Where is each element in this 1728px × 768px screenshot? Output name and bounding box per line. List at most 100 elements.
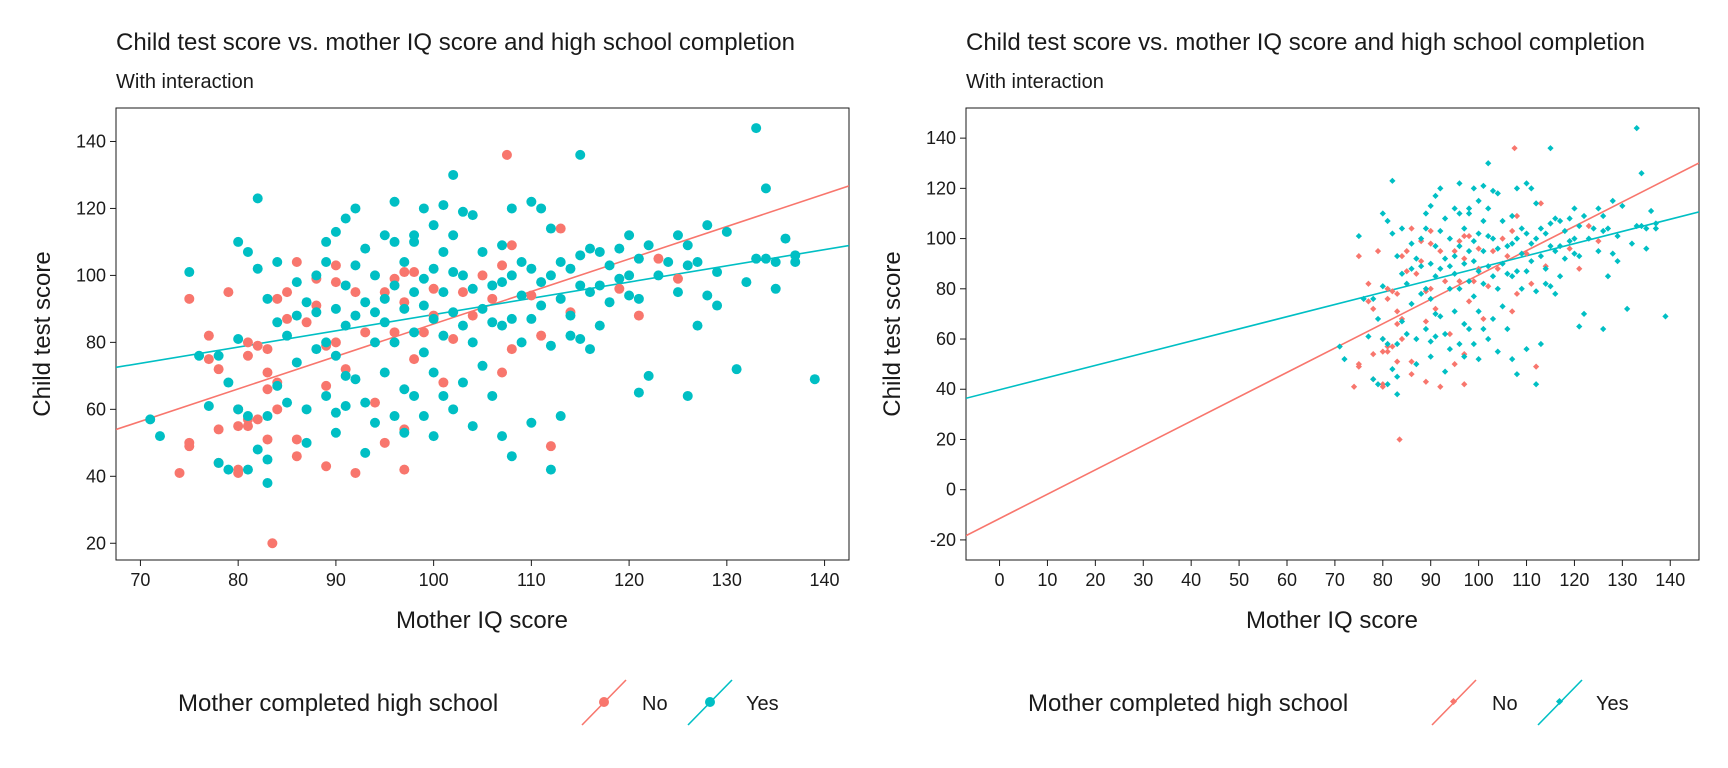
legend: Mother completed high school No Yes [1028,679,1629,726]
data-point-yes [1566,237,1573,245]
data-point-yes [712,300,723,311]
data-point-yes [1600,212,1607,220]
x-tick-label: 60 [1277,570,1297,590]
data-point-yes [1595,205,1602,212]
data-point-yes [1475,230,1482,237]
data-point-yes [1552,290,1559,297]
x-tick-label: 120 [614,570,644,590]
data-point-yes [1427,295,1434,302]
data-point-yes [409,327,420,338]
data-point-yes [1609,250,1616,257]
data-point-no [1470,278,1477,285]
data-point-yes [448,404,459,415]
data-point-yes [428,431,439,442]
y-tick-label: 140 [76,131,106,151]
data-point-yes [624,270,635,281]
data-point-yes [1408,240,1415,247]
data-point-yes [1547,145,1554,152]
data-point-yes [1456,210,1463,217]
x-tick-label: 70 [130,570,150,590]
data-point-yes [252,193,263,204]
data-point-yes [1595,248,1602,255]
data-point-yes [809,374,820,385]
data-point-yes [1552,248,1559,255]
data-point-yes [1418,263,1425,270]
data-point-yes [1523,230,1530,237]
data-point-yes [1489,315,1497,323]
data-point-no [184,293,195,304]
data-point-no [418,327,429,338]
data-point-yes [1470,258,1477,265]
data-point-yes [1532,288,1540,295]
data-point-no [1350,383,1358,390]
data-point-yes [1461,353,1468,360]
data-point-yes [272,257,283,268]
data-point-yes [203,400,214,411]
data-point-yes [1509,212,1516,220]
data-point-no [653,253,664,264]
data-point-yes [438,246,449,257]
data-point-yes [1523,180,1530,187]
data-point-yes [1461,225,1468,232]
data-point-no [497,367,508,378]
data-point-no [399,464,410,475]
chart-title: Child test score vs. mother IQ score and… [966,29,1645,56]
data-point-yes [1384,381,1391,388]
legend-key-yes [687,679,733,726]
data-point-no [1456,237,1463,245]
data-point-no [233,421,244,432]
data-point-yes [1427,260,1434,267]
data-point-yes [1370,376,1377,383]
data-point-yes [770,283,781,294]
data-point-no [291,451,302,462]
x-tick-label: 100 [419,570,449,590]
data-point-no [330,337,341,348]
data-point-yes [1432,273,1439,280]
data-point-no [1494,265,1501,272]
data-point-yes [330,407,341,418]
data-point-yes [604,297,615,308]
data-point-yes [409,230,420,241]
legend-title: Mother completed high school [178,690,498,717]
data-point-no [174,467,185,478]
legend-title: Mother completed high school [1028,690,1348,717]
data-point-no [1379,348,1386,355]
data-point-yes [1513,235,1521,242]
x-tick-label: 80 [1373,570,1393,590]
data-point-no [1511,145,1518,152]
data-point-yes [252,444,263,455]
data-point-yes [575,280,586,291]
data-points [145,123,820,549]
data-point-no [428,283,439,294]
data-point-yes [1499,260,1506,267]
data-point-no [1585,222,1592,230]
data-point-no [1461,232,1468,240]
data-point-yes [614,243,625,254]
data-point-no [1509,308,1516,315]
data-point-yes [1451,253,1458,260]
data-point-yes [389,337,400,348]
data-point-yes [1441,330,1449,338]
data-point-yes [1509,240,1516,247]
data-point-yes [233,236,244,247]
data-point-yes [1341,355,1348,363]
data-point-yes [1427,202,1434,210]
data-point-yes [633,293,644,304]
data-point-yes [780,233,791,244]
data-point-no [1528,280,1535,287]
data-point-yes [389,196,400,207]
data-point-no [213,424,224,435]
legend-label-yes: Yes [1596,693,1629,715]
data-point-yes [340,213,351,224]
data-point-yes [653,270,664,281]
data-point-no [1465,232,1473,240]
data-point-yes [614,273,625,284]
data-point-no [1408,371,1415,378]
data-point-no [1576,265,1583,272]
data-point-no [1396,436,1403,443]
data-point-yes [428,263,439,274]
data-point-yes [321,257,332,268]
data-point-yes [1437,185,1444,192]
data-point-yes [536,300,547,311]
data-point-no [506,240,517,251]
